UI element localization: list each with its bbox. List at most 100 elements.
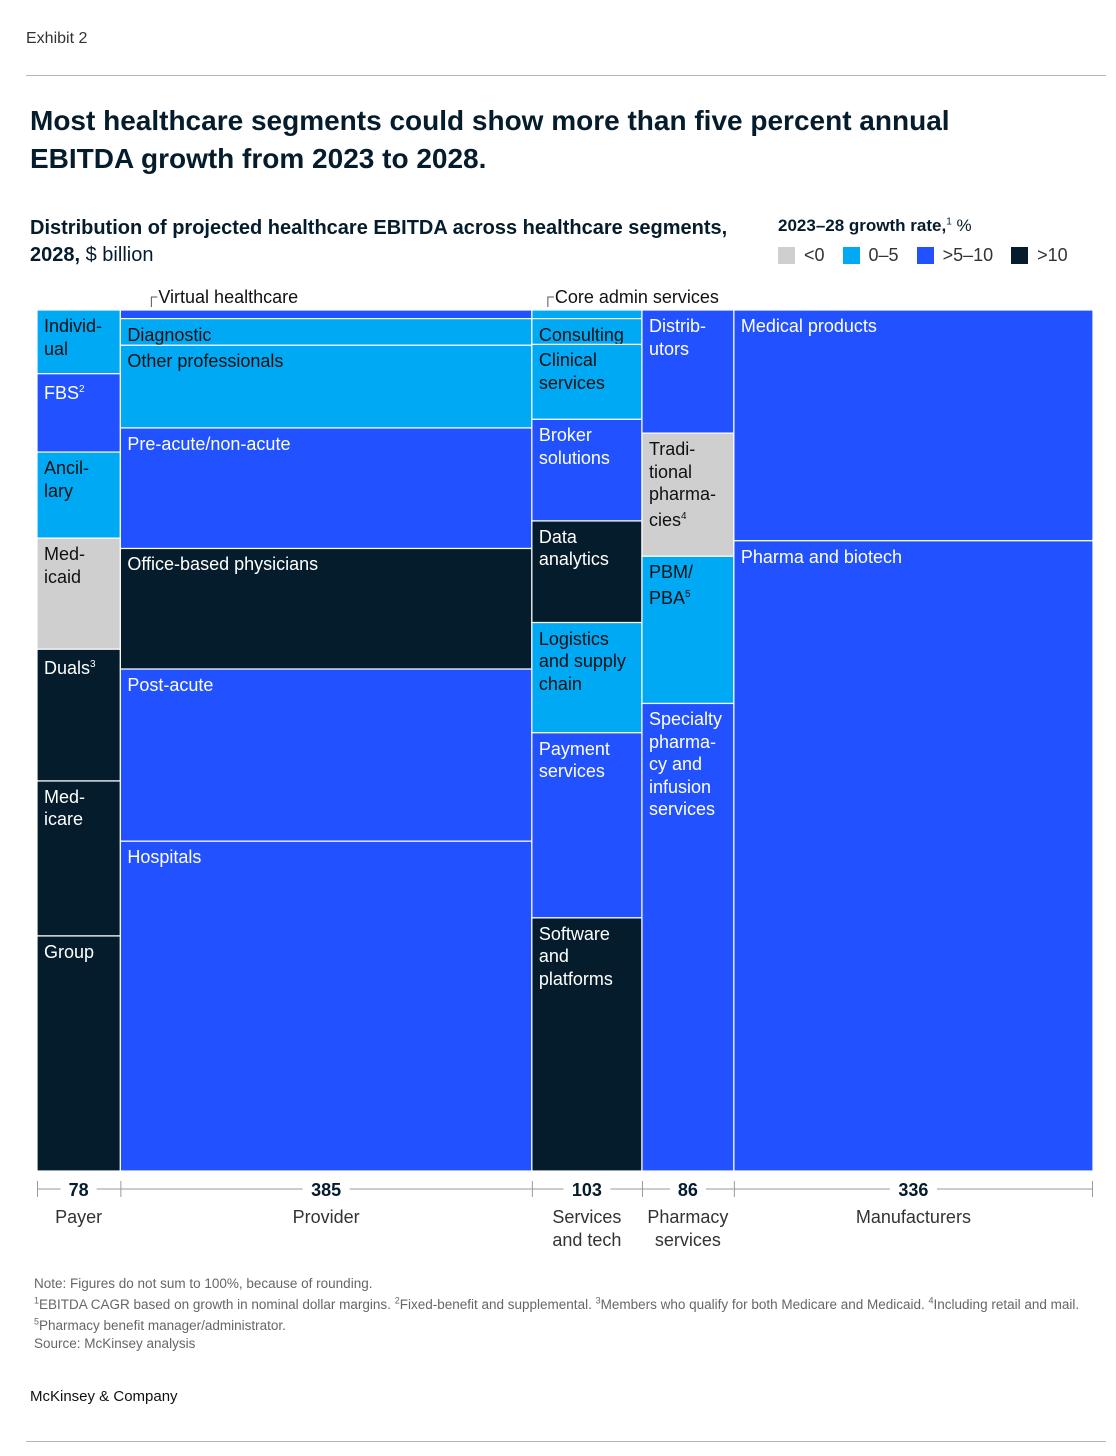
callout-label-text: Virtual healthcare	[158, 287, 299, 307]
footnote-2: 2Fixed-benefit and supplemental.	[394, 1295, 596, 1313]
exhibit-label: Exhibit 2	[26, 30, 88, 47]
column-total-label: 103	[572, 1180, 602, 1200]
segment-block	[531, 418, 643, 522]
brand-name: McKinsey & Company	[30, 1388, 178, 1405]
segment-block	[641, 309, 735, 434]
legend-item-over-10: >10	[1011, 245, 1068, 266]
column-category-label: Pharmacy	[647, 1207, 728, 1227]
segment-block	[119, 344, 533, 429]
total-label-bg	[60, 1179, 97, 1199]
legend: 2023–28 growth rate,1 % <0 0–5 >5–10 >10	[778, 216, 1086, 266]
segment-label-text: Individ-ual	[44, 316, 103, 359]
segment-block	[119, 840, 533, 1172]
segment-label: Hospitals	[127, 847, 202, 868]
segment-label-text: Broker solutions	[538, 425, 610, 468]
segment-label-text: Clinical services	[538, 350, 605, 393]
footnote-marker: 1	[34, 1295, 40, 1306]
total-label-bg	[302, 1179, 350, 1199]
footnote-marker: 5	[684, 588, 691, 600]
column-total-label: 86	[678, 1180, 698, 1200]
segment-label-text: Ancil-lary	[44, 458, 90, 501]
segment-block	[36, 935, 121, 1172]
column-total-label: 385	[311, 1180, 341, 1200]
column-category-label: services	[655, 1230, 721, 1250]
segment-block	[119, 427, 533, 550]
segment-label-text: Pharma and biotech	[740, 546, 902, 567]
legend-title-footnote: 1	[946, 216, 952, 228]
source-note: Source: McKinsey analysis	[34, 1335, 196, 1351]
legend-item-0-5: 0–5	[842, 245, 899, 266]
segment-label-text: Hospitals	[127, 847, 202, 868]
notes: Note: Figures do not sum to 100%, becaus…	[30, 1275, 1100, 1352]
segment-label: Distrib-utors	[648, 316, 706, 359]
callout-label: Core admin services	[555, 287, 719, 307]
segment-label: Other professionals	[127, 351, 283, 371]
legend-swatch	[778, 247, 795, 264]
note-rounding: Note: Figures do not sum to 100%, becaus…	[34, 1276, 373, 1291]
legend-swatch	[916, 247, 934, 264]
segment-label-text: Software and platforms	[538, 923, 613, 989]
segment-block	[531, 309, 643, 320]
column-category-label: Services	[552, 1207, 621, 1227]
segment-label-text: PBM/PBA5	[648, 562, 693, 608]
column-category-label: Provider	[293, 1207, 360, 1227]
segment-block	[733, 540, 1094, 1172]
footnote-1: 1EBITDA CAGR based on growth in nominal …	[34, 1295, 395, 1313]
segment-label: Group	[44, 942, 94, 962]
bottom-divider	[26, 1441, 1106, 1442]
callout-leader-line	[547, 296, 554, 307]
segment-label-text: Tradi-tional pharma-cies4	[648, 439, 716, 530]
segment-label-text: Diagnostic	[127, 324, 212, 345]
legend-label: >10	[1037, 245, 1068, 265]
chart-subtitle: Distribution of projected healthcare EBI…	[30, 215, 730, 269]
segment-label: Consulting	[538, 324, 624, 345]
segment-block	[36, 780, 121, 937]
footnote-5: 5Pharmacy benefit manager/administrator.	[34, 1316, 286, 1334]
footnote-marker: 2	[394, 1295, 400, 1306]
segment-label: Duals3	[44, 658, 96, 679]
segment-label-text: Distrib-utors	[648, 316, 706, 359]
segment-label-text: Medical products	[740, 316, 877, 336]
marimekko-chart: Individ-ual FBS2 Ancil-lary Med-icaid Duals3…	[36, 287, 1094, 1250]
segment-block	[531, 732, 643, 919]
segment-block	[531, 621, 643, 734]
legend-label: >5–10	[942, 245, 994, 265]
subtitle-text: Distribution of projected healthcare EBI…	[30, 217, 728, 266]
segment-label: Medical products	[740, 316, 877, 336]
legend-label: 0–5	[868, 245, 899, 265]
footnote-marker: 4	[928, 1295, 934, 1306]
footnote-3: 3Members who qualify for both Medicare a…	[595, 1295, 929, 1313]
column-category-label: Manufacturers	[856, 1207, 971, 1227]
segment-label: Pre-acute/non-acute	[127, 434, 290, 454]
segment-label: Post-acute	[127, 675, 214, 696]
footnote-marker: 3	[595, 1295, 601, 1306]
column-total-label: 78	[69, 1180, 89, 1200]
segment-block	[36, 648, 121, 782]
segment-label: PBM/PBA5	[648, 562, 693, 608]
segment-label: Office-based physicians	[127, 554, 319, 575]
callout-leader-line	[150, 296, 158, 307]
footnotes: 1EBITDA CAGR based on growth in nominal …	[34, 1293, 1100, 1335]
segment-label-text: Med-icare	[44, 786, 86, 830]
segment-label-text: Office-based physicians	[127, 554, 319, 575]
legend-item-negative: <0	[778, 245, 825, 266]
chart-title: Most healthcare segments could show more…	[30, 105, 950, 174]
segment-label: Individ-ual	[44, 316, 103, 359]
segment-label-text: Duals3	[44, 658, 96, 679]
segment-label: Med-icare	[44, 786, 86, 830]
segment-block	[641, 702, 735, 1172]
footnote-4: 4Including retail and mail.	[928, 1295, 1080, 1313]
legend-swatch	[1011, 247, 1029, 264]
segment-label-text: Consulting	[538, 324, 624, 345]
segment-label-text: Specialty pharma-cy and infusion services	[648, 709, 722, 820]
legend-title-unit: %	[956, 216, 972, 235]
segment-label-text: Logistics and supply chain	[538, 628, 626, 694]
segment-label-text: Med-icaid	[44, 544, 86, 587]
segment-label-text: Post-acute	[127, 675, 214, 696]
segment-label: Med-icaid	[44, 544, 86, 587]
